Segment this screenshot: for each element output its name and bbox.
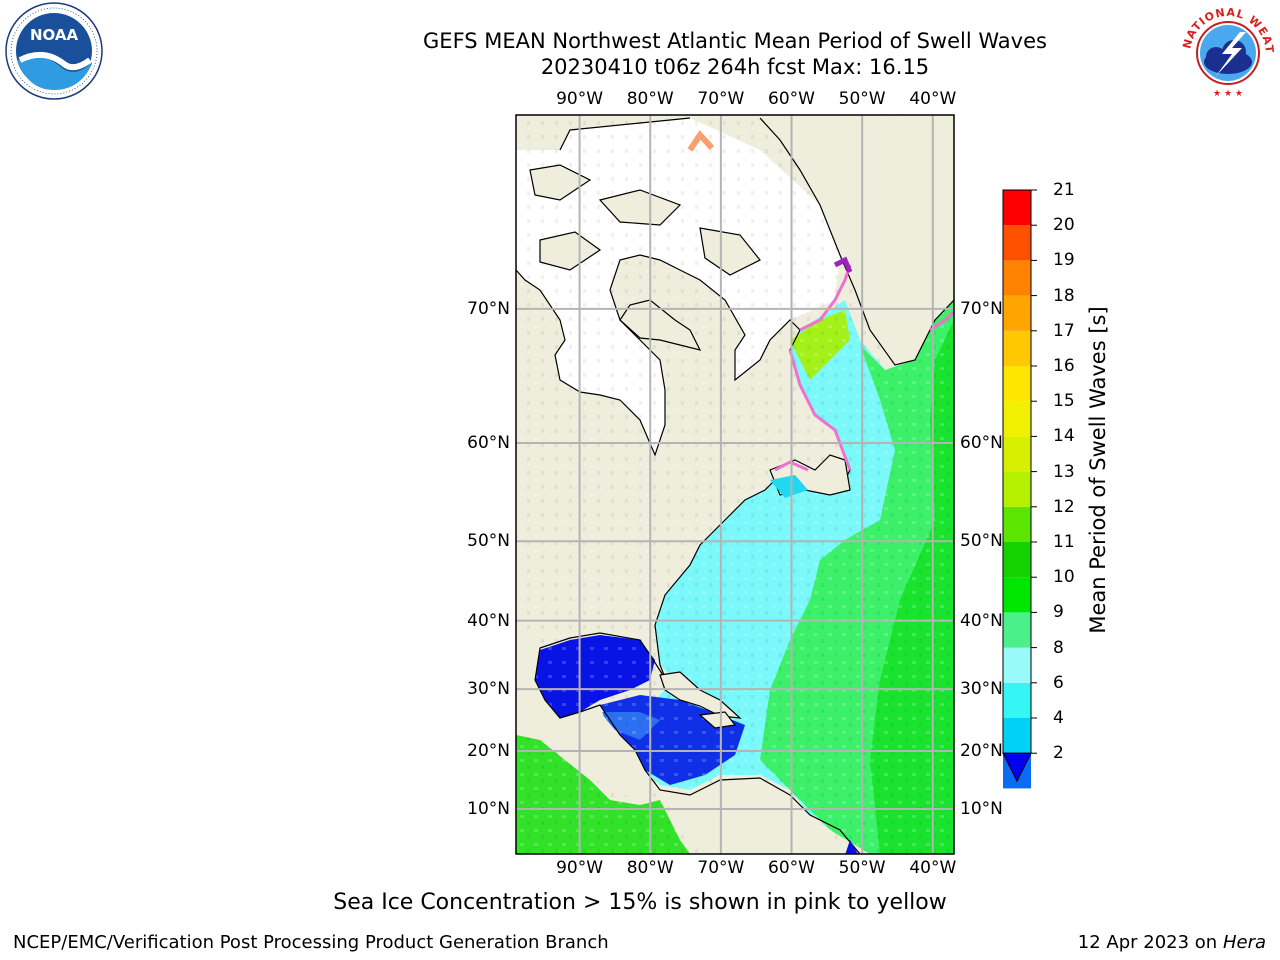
lon-label-top: 80°W (626, 89, 674, 109)
lon-label-bottom: 70°W (697, 858, 745, 878)
lat-label-right: 40°N (960, 610, 1003, 631)
colorbar-segment (1003, 506, 1031, 542)
sea-ice-footnote: Sea Ice Concentration > 15% is shown in … (333, 890, 947, 915)
nws-logo: NATIONAL WEATHER SERVICE ★ ★ ★ (1178, 2, 1275, 99)
colorbar-tick-label: 14 (1053, 426, 1075, 447)
colorbar-segment (1003, 612, 1031, 648)
lon-label-bottom: 80°W (626, 858, 674, 878)
colorbar-segment (1003, 366, 1031, 402)
colorbar-segment (1003, 190, 1031, 226)
colorbar-segment (1003, 436, 1031, 472)
colorbar-segment (1003, 401, 1031, 437)
lat-label-right: 50°N (960, 531, 1003, 552)
lon-label-bottom: 90°W (556, 858, 604, 878)
colorbar-segment (1003, 647, 1031, 683)
run-date: 12 Apr 2023 on Hera (1078, 932, 1266, 953)
colorbar-segment (1003, 718, 1031, 754)
colorbar-tick-label: 18 (1053, 285, 1075, 306)
lat-label-right: 20°N (960, 740, 1003, 761)
colorbar-tick-label: 10 (1053, 567, 1075, 588)
lat-label-right: 30°N (960, 679, 1003, 700)
colorbar-tick-label: 6 (1053, 672, 1064, 693)
colorbar-segment (1003, 295, 1031, 331)
noaa-logo: NOAA (5, 2, 103, 100)
colorbar-segment (1003, 260, 1031, 296)
greenland-land (760, 115, 954, 365)
colorbar-segment (1003, 577, 1031, 613)
lon-label-top: 50°W (838, 89, 886, 109)
credit-line: NCEP/EMC/Verification Post Processing Pr… (13, 932, 609, 953)
svg-text:★ ★ ★: ★ ★ ★ (1213, 89, 1243, 99)
colorbar-tick-label: 17 (1053, 320, 1075, 341)
colorbar-tick-label: 20 (1053, 215, 1075, 236)
lat-label-right: 10°N (960, 798, 1003, 819)
colorbar-segment (1003, 225, 1031, 261)
lon-label-top: 40°W (909, 89, 957, 109)
lat-label-right: 60°N (960, 433, 1003, 454)
lat-label-left: 40°N (467, 610, 510, 631)
lat-label-left: 50°N (467, 531, 510, 552)
colorbar (1002, 189, 1037, 789)
noaa-logo-text: NOAA (30, 26, 79, 44)
colorbar-segment (1003, 682, 1031, 718)
colorbar-segment (1003, 471, 1031, 507)
run-date-text: 12 Apr 2023 on (1077, 932, 1218, 953)
map-subtitle: 20230410 t06z 264h fcst Max: 16.15 (540, 55, 930, 79)
colorbar-tick-label: 21 (1053, 180, 1075, 200)
colorbar-tick-label: 4 (1053, 708, 1064, 728)
south-america-land (660, 778, 845, 854)
colorbar-tick-label: 11 (1053, 532, 1075, 552)
colorbar-tick-label: 13 (1053, 461, 1075, 482)
lon-label-top: 60°W (768, 89, 815, 109)
lat-label-left: 30°N (467, 679, 510, 700)
run-host: Hera (1222, 932, 1266, 953)
lon-label-top: 90°W (556, 89, 604, 109)
colorbar-label: Mean Period of Swell Waves [s] (1086, 306, 1110, 634)
lat-label-left: 10°N (467, 798, 510, 819)
colorbar-tick-label: 12 (1053, 496, 1075, 517)
lat-label-left: 20°N (467, 740, 510, 761)
colorbar-tick-label: 2 (1053, 743, 1064, 764)
colorbar-segment (1003, 542, 1031, 578)
lat-label-left: 70°N (467, 298, 510, 319)
colorbar-tick-label: 16 (1053, 356, 1075, 376)
lon-label-bottom: 60°W (768, 858, 815, 878)
lon-label-top: 70°W (697, 89, 745, 109)
colorbar-segment (1003, 330, 1031, 366)
graticule (516, 115, 954, 854)
lat-label-left: 60°N (467, 433, 510, 454)
map-title: GEFS MEAN Northwest Atlantic Mean Period… (423, 29, 1047, 53)
mexico-central-america (516, 620, 660, 800)
map-frame (515, 114, 955, 855)
colorbar-tick-label: 9 (1053, 602, 1064, 623)
lat-label-right: 70°N (960, 298, 1003, 319)
lon-label-bottom: 50°W (838, 858, 886, 878)
lon-label-bottom: 40°W (909, 858, 957, 878)
colorbar-tick-label: 19 (1053, 250, 1075, 271)
colorbar-tick-label: 15 (1053, 391, 1075, 412)
colorbar-tick-label: 8 (1053, 637, 1064, 658)
